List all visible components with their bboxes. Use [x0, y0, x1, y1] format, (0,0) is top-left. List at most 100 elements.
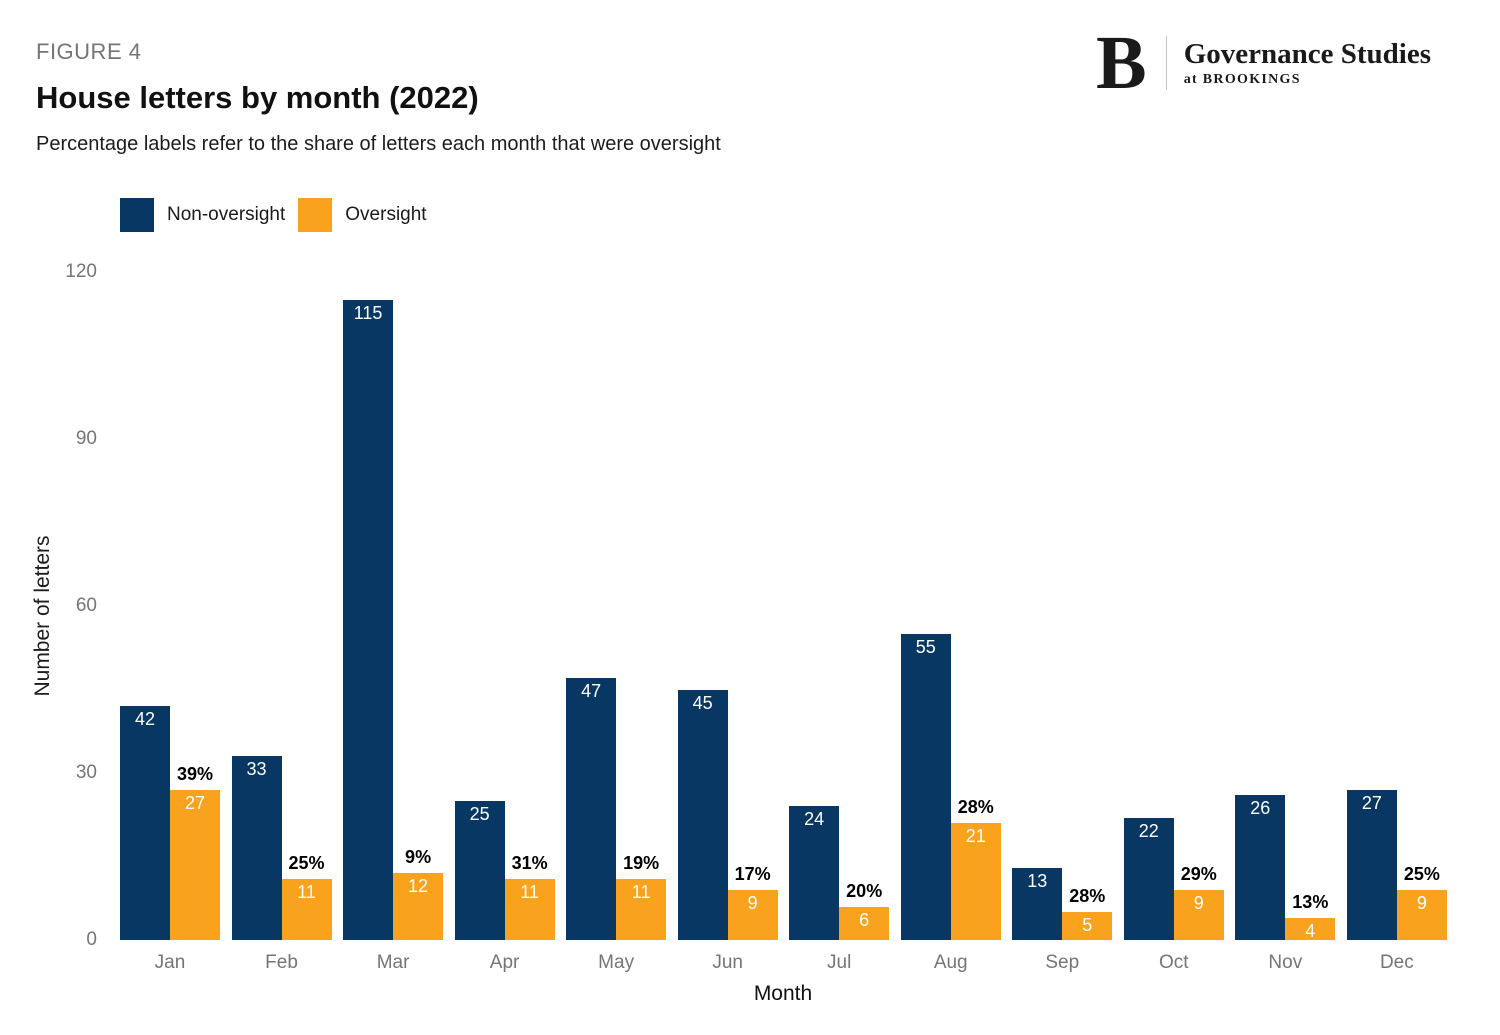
bar-group-dec: 27 9 25% Dec: [1346, 272, 1447, 973]
bar-value-label: 4: [1305, 920, 1316, 941]
legend-item-non-oversight: Non-oversight: [120, 198, 285, 232]
bar-group-jan: 42 27 39% Jan: [120, 272, 220, 973]
brookings-b-icon: B: [1096, 21, 1147, 105]
bar-oversight-jun: 9 17%: [727, 864, 778, 940]
bar-oversight-feb: 11 25%: [281, 853, 332, 940]
x-tick-label: Feb: [265, 952, 298, 973]
x-tick-label: Mar: [376, 952, 410, 973]
x-tick-label: Dec: [1379, 952, 1414, 973]
bar-non-oversight-dec: 27: [1346, 789, 1397, 940]
figure-label: FIGURE 4: [36, 39, 142, 64]
oversight-pct-label: 28%: [1069, 886, 1106, 907]
x-tick-label: Jul: [827, 952, 852, 973]
oversight-pct-label: 19%: [623, 852, 660, 873]
oversight-pct-label: 31%: [511, 852, 548, 873]
legend-label: Non-oversight: [167, 204, 286, 225]
logo-subtitle: at BROOKINGS: [1183, 71, 1301, 87]
bar-value-label: 45: [692, 692, 713, 713]
chart-legend: Non-oversight Oversight: [120, 198, 440, 232]
chart-title: House letters by month (2022): [36, 80, 479, 115]
bar-value-label: 33: [246, 759, 267, 780]
legend-swatch-icon: [298, 198, 333, 232]
bar-value-label: 25: [469, 803, 490, 824]
bar-value-label: 55: [915, 636, 936, 657]
x-tick-label: Jan: [154, 952, 186, 973]
bar-non-oversight-may: 47: [566, 678, 617, 940]
bar-value-label: 47: [581, 681, 602, 702]
bar-non-oversight-jun: 45: [677, 689, 728, 940]
bar-non-oversight-sep: 13: [1012, 867, 1063, 940]
bar-value-label: 11: [631, 881, 651, 902]
oversight-pct-label: 17%: [734, 863, 771, 884]
y-axis-ticks: 0 30 60 90 120: [0, 261, 97, 950]
y-tick-label: 0: [86, 929, 97, 950]
bar-value-label: 11: [297, 881, 316, 902]
x-tick-label: Aug: [933, 952, 968, 973]
bar-value-label: 115: [353, 302, 383, 323]
bar-group-jun: 45 9 17% Jun: [677, 272, 778, 973]
bar-oversight-apr: 11 31%: [504, 853, 555, 940]
bar-group-oct: 22 9 29% Oct: [1123, 272, 1224, 973]
bar-non-oversight-nov: 26: [1235, 795, 1286, 940]
oversight-pct-label: 13%: [1292, 891, 1329, 912]
bar-value-label: 6: [859, 909, 870, 930]
x-tick-label: Nov: [1268, 952, 1303, 973]
bar-non-oversight-apr: 25: [454, 800, 505, 940]
bar-value-label: 24: [804, 809, 825, 830]
bar-group-apr: 25 11 31% Apr: [454, 272, 555, 973]
oversight-pct-label: 9%: [405, 847, 432, 868]
bar-value-label: 9: [747, 892, 758, 913]
bar-oversight-sep: 5 28%: [1062, 886, 1113, 940]
y-tick-label: 120: [65, 261, 97, 282]
bar-value-label: 26: [1250, 798, 1271, 819]
bar-value-label: 27: [184, 792, 206, 813]
bar-group-may: 47 11 19% May: [566, 272, 667, 973]
bar-value-label: 11: [520, 881, 539, 902]
y-tick-label: 60: [75, 595, 97, 616]
bar-oversight-mar: 12 9%: [393, 847, 444, 940]
bar-value-label: 5: [1082, 915, 1093, 936]
bar-group-mar: 115 12 9% Mar: [343, 272, 444, 973]
bar-oversight-jan: 27 39%: [170, 764, 220, 940]
x-axis-title: Month: [753, 982, 813, 1005]
bar-group-feb: 33 11 25% Feb: [231, 272, 332, 973]
oversight-pct-label: 29%: [1180, 863, 1217, 884]
logo-name: Governance Studies: [1183, 37, 1432, 70]
bar-oversight-aug: 21 28%: [950, 797, 1001, 940]
x-tick-label: Oct: [1159, 952, 1189, 973]
plot-area: 42 27 39% Jan 33 11 25% Feb 115 12 9% Mar 25 11 31% Apr…: [120, 272, 1447, 973]
bar-value-label: 21: [965, 826, 986, 847]
y-tick-label: 90: [75, 428, 97, 449]
bar-group-nov: 26 4 13% Nov: [1235, 272, 1336, 973]
bar-group-jul: 24 6 20% Jul: [789, 272, 890, 973]
x-tick-label: Apr: [489, 952, 520, 973]
bar-value-label: 42: [134, 709, 156, 730]
oversight-pct-label: 39%: [176, 763, 214, 784]
bar-non-oversight-jan: 42: [120, 706, 170, 940]
bar-non-oversight-mar: 115: [343, 299, 394, 940]
bar-group-aug: 55 21 28% Aug: [900, 272, 1001, 973]
bar-oversight-dec: 9 25%: [1396, 864, 1447, 940]
bar-non-oversight-aug: 55: [900, 633, 951, 940]
x-tick-label: May: [598, 952, 635, 973]
bar-oversight-jul: 6 20%: [839, 881, 890, 940]
bar-non-oversight-jul: 24: [789, 806, 840, 940]
legend-item-oversight: Oversight: [298, 198, 427, 232]
bar-oversight-nov: 4 13%: [1285, 892, 1336, 941]
bar-non-oversight-oct: 22: [1123, 817, 1174, 940]
logo-divider: [1165, 36, 1167, 90]
bar-value-label: 12: [408, 876, 429, 897]
chart-subtitle: Percentage labels refer to the share of …: [36, 133, 721, 155]
oversight-pct-label: 20%: [846, 880, 883, 901]
logo-text: Governance Studies at BROOKINGS: [1184, 39, 1431, 88]
bar-non-oversight-feb: 33: [231, 756, 282, 940]
bar-group-sep: 13 5 28% Sep: [1012, 272, 1113, 973]
bar-value-label: 13: [1027, 870, 1048, 891]
oversight-pct-label: 25%: [1403, 863, 1440, 884]
brookings-logo: B Governance Studies at BROOKINGS: [1096, 21, 1431, 105]
oversight-pct-label: 28%: [957, 797, 994, 818]
bar-value-label: 22: [1138, 820, 1159, 841]
bar-value-label: 9: [1416, 892, 1427, 913]
y-tick-label: 30: [75, 762, 97, 783]
